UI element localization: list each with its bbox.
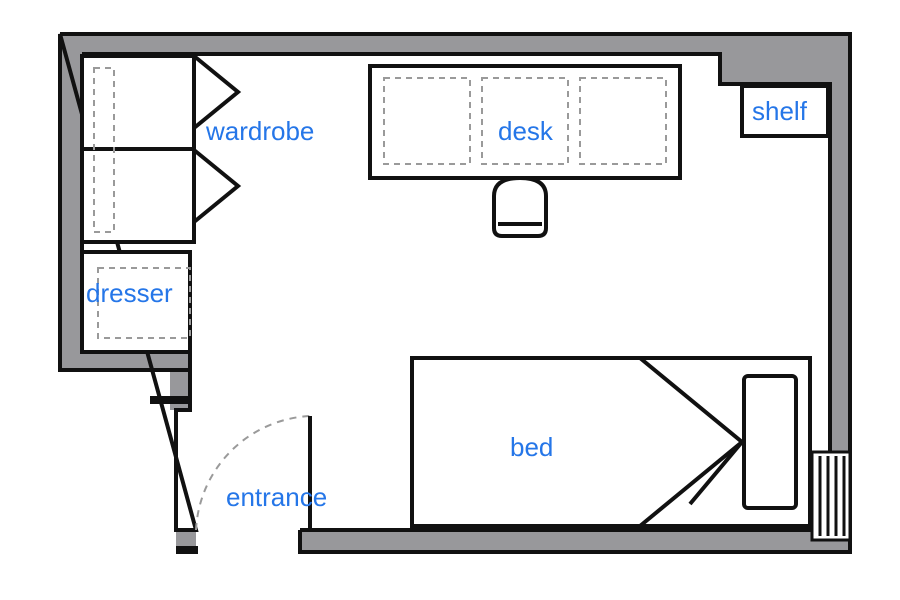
label-wardrobe: wardrobe — [205, 116, 314, 146]
wardrobe — [82, 56, 238, 242]
bed — [412, 358, 810, 526]
floor-plan: wardrobe desk shelf dresser bed entrance — [0, 0, 900, 600]
label-entrance: entrance — [226, 482, 327, 512]
desk-chair — [494, 178, 546, 236]
radiator — [812, 452, 850, 540]
entrance-door — [196, 416, 310, 530]
label-shelf: shelf — [752, 96, 808, 126]
label-bed: bed — [510, 432, 553, 462]
label-desk: desk — [498, 116, 554, 146]
label-dresser: dresser — [86, 278, 173, 308]
